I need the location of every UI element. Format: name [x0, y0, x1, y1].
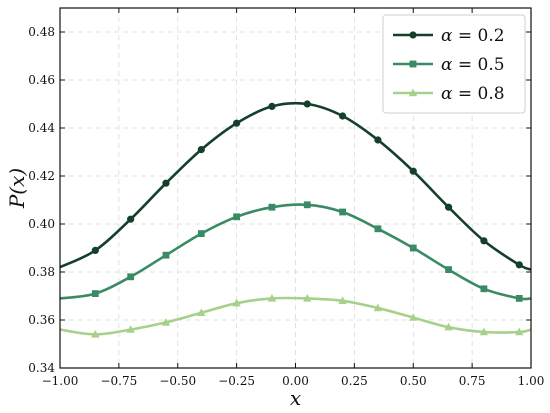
data-point [162, 179, 170, 187]
data-point [303, 100, 311, 108]
axis-ticks: −1.00 −0.75 −0.50 −0.25 0.00 0.25 0.50 0.75 1.00… [28, 8, 544, 388]
x-tick-label: −0.50 [159, 374, 196, 388]
legend-value: = 0.8 [452, 84, 504, 104]
x-tick-label: 0.25 [341, 374, 368, 388]
x-tick-label: −0.25 [218, 374, 255, 388]
data-point [197, 146, 205, 154]
data-point [268, 203, 276, 211]
data-point [267, 294, 277, 302]
data-point [126, 325, 135, 333]
data-point [373, 303, 383, 312]
data-point [444, 203, 453, 211]
data-point [127, 273, 135, 281]
x-tick-label: 0.75 [459, 374, 486, 388]
series-2 [59, 201, 532, 302]
data-point [197, 230, 205, 237]
data-point [197, 308, 206, 316]
data-point [374, 225, 382, 233]
data-point [409, 313, 418, 321]
y-tick-label: 0.46 [28, 73, 55, 87]
y-tick-label: 0.44 [28, 121, 55, 135]
data-point [445, 266, 452, 273]
series-1 [59, 100, 532, 271]
x-tick-label: 1.00 [518, 374, 545, 388]
legend-label: α = 0.2 [441, 26, 505, 46]
data-point [480, 237, 488, 245]
x-axis-label: x [290, 386, 301, 410]
data-point [515, 327, 524, 336]
legend-symbol: α [441, 26, 453, 46]
series-layer [59, 100, 532, 338]
data-point [233, 119, 241, 127]
legend-marker [408, 88, 418, 97]
data-point [515, 295, 523, 302]
data-point [232, 298, 241, 307]
data-point [91, 290, 99, 297]
data-point [409, 167, 417, 175]
data-point [338, 296, 347, 304]
data-point [339, 208, 346, 216]
legend: α = 0.2α = 0.5α = 0.8 [382, 14, 526, 114]
data-point [303, 294, 312, 302]
legend-box [382, 14, 526, 114]
data-point [339, 112, 347, 120]
data-point [515, 261, 523, 269]
y-tick-label: 0.36 [28, 313, 55, 327]
x-tick-label: −1.00 [42, 374, 79, 388]
legend-label: α = 0.5 [441, 55, 505, 75]
data-point [479, 327, 489, 336]
data-point [303, 201, 311, 209]
data-point [91, 246, 99, 254]
y-axis-label: P(x) [5, 168, 29, 209]
legend-value: = 0.2 [452, 26, 504, 46]
legend-symbol: α [441, 55, 453, 75]
legend-marker [409, 60, 417, 68]
legend-marker [409, 31, 417, 39]
legend-item: α = 0.5 [393, 55, 505, 75]
legend-symbol: α [441, 84, 453, 104]
data-point [480, 285, 488, 293]
y-tick-label: 0.38 [28, 265, 55, 279]
data-point [444, 322, 453, 331]
legend-item: α = 0.2 [393, 26, 505, 46]
y-tick-label: 0.42 [28, 169, 55, 183]
y-tick-label: 0.34 [28, 361, 55, 375]
x-tick-label: 0.00 [282, 374, 309, 388]
x-tick-label: 0.50 [400, 374, 427, 388]
y-tick-label: 0.40 [28, 217, 55, 231]
data-point [268, 102, 276, 110]
legend-item: α = 0.8 [393, 84, 505, 104]
data-point [233, 213, 241, 221]
data-point [91, 330, 100, 338]
data-point [127, 215, 135, 223]
legend-value: = 0.5 [452, 55, 504, 75]
legend-label: α = 0.8 [441, 84, 505, 104]
x-tick-label: −0.75 [100, 374, 137, 388]
data-point [162, 251, 170, 259]
data-point [374, 136, 382, 144]
data-point [161, 318, 171, 326]
series-3 [59, 294, 532, 338]
data-point [409, 244, 417, 252]
y-tick-label: 0.48 [28, 25, 55, 39]
